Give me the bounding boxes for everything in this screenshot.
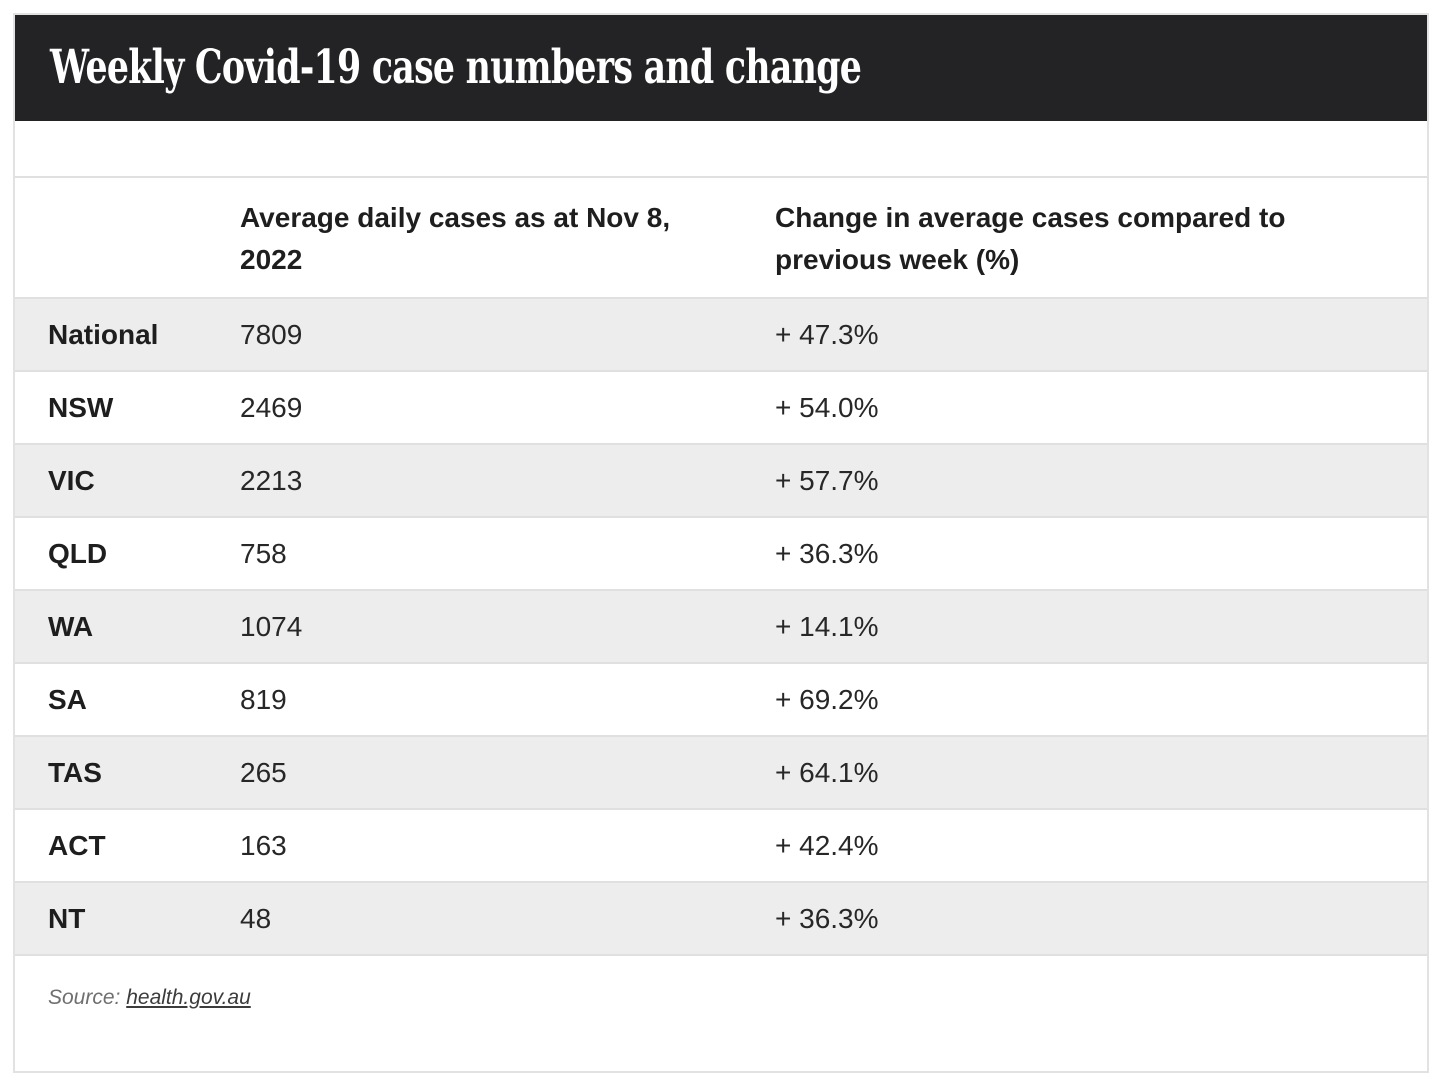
change-cell: + 42.4% xyxy=(775,829,879,861)
table-row-national: National 7809 + 47.3% xyxy=(15,298,1427,371)
change-cell: + 57.7% xyxy=(775,464,879,496)
cases-cell: 758 xyxy=(240,537,287,569)
cases-cell: 2469 xyxy=(240,391,303,423)
change-cell: + 47.3% xyxy=(775,318,879,350)
table-row-nt: NT 48 + 36.3% xyxy=(15,882,1427,955)
change-cell: + 14.1% xyxy=(775,610,879,642)
cases-column-header: Average daily cases as at Nov 8, 2022 xyxy=(240,202,671,275)
cases-cell: 265 xyxy=(240,756,287,788)
change-column-header: Change in average cases compared to prev… xyxy=(775,202,1286,275)
source-label: Source: xyxy=(48,986,121,1009)
table-row-tas: TAS 265 + 64.1% xyxy=(15,736,1427,809)
table-widget-card: Weekly Covid-19 case numbers and change … xyxy=(13,13,1429,1073)
table-header-row: Average daily cases as at Nov 8, 2022 Ch… xyxy=(15,177,1427,298)
title-bar: Weekly Covid-19 case numbers and change xyxy=(15,15,1427,121)
change-cell: + 36.3% xyxy=(775,537,879,569)
cases-cell: 163 xyxy=(240,829,287,861)
table-row-vic: VIC 2213 + 57.7% xyxy=(15,444,1427,517)
cases-cell: 2213 xyxy=(240,464,303,496)
table-row-nsw: NSW 2469 + 54.0% xyxy=(15,371,1427,444)
region-cell: SA xyxy=(48,683,87,715)
source-attribution: Source: health.gov.au xyxy=(15,956,1427,1010)
change-cell: + 54.0% xyxy=(775,391,879,423)
region-column-header xyxy=(15,177,240,298)
region-cell: TAS xyxy=(48,756,102,788)
cases-cell: 1074 xyxy=(240,610,303,642)
region-cell: National xyxy=(48,318,159,350)
region-cell: ACT xyxy=(48,829,106,861)
region-cell: NT xyxy=(48,902,86,934)
region-cell: QLD xyxy=(48,537,108,569)
table-row-sa: SA 819 + 69.2% xyxy=(15,663,1427,736)
region-cell: VIC xyxy=(48,464,95,496)
title-spacer xyxy=(15,121,1427,176)
table-row-qld: QLD 758 + 36.3% xyxy=(15,517,1427,590)
change-cell: + 64.1% xyxy=(775,756,879,788)
source-link[interactable]: health.gov.au xyxy=(126,986,251,1009)
table-row-act: ACT 163 + 42.4% xyxy=(15,809,1427,882)
change-cell: + 69.2% xyxy=(775,683,879,715)
change-cell: + 36.3% xyxy=(775,902,879,934)
cases-cell: 7809 xyxy=(240,318,303,350)
region-cell: WA xyxy=(48,610,94,642)
widget-title: Weekly Covid-19 case numbers and change xyxy=(50,39,862,95)
region-cell: NSW xyxy=(48,391,114,423)
cases-cell: 48 xyxy=(240,902,272,934)
table-row-wa: WA 1074 + 14.1% xyxy=(15,590,1427,663)
covid-cases-table: Average daily cases as at Nov 8, 2022 Ch… xyxy=(15,176,1427,956)
cases-cell: 819 xyxy=(240,683,287,715)
